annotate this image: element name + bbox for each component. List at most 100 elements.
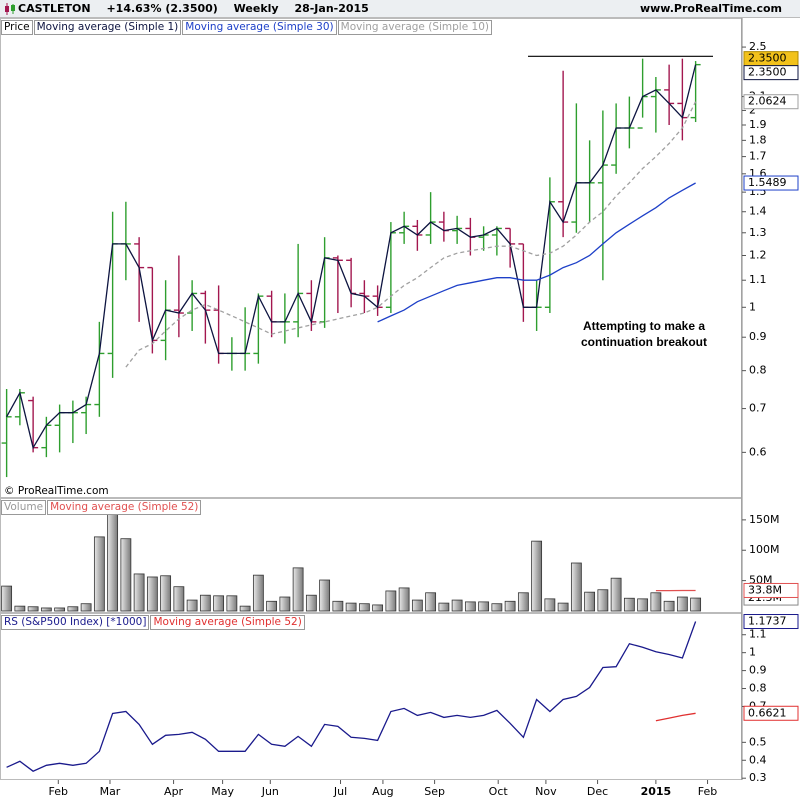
legend-item: Moving average (Simple 52) <box>47 500 202 515</box>
value-label: 2.0624 <box>748 95 787 108</box>
legend-item: Moving average (Simple 10) <box>337 20 492 35</box>
volume-bar <box>464 601 476 612</box>
volume-bar <box>27 606 39 612</box>
volume-bar <box>93 536 105 612</box>
y-tick-label: 0.3 <box>749 771 767 784</box>
value-label: 2.3500 <box>748 52 787 65</box>
volume-bar <box>40 607 52 612</box>
y-tick-label: 1.4 <box>749 205 767 218</box>
y-tick-label: 2.5 <box>749 40 767 53</box>
rs-legend: RS (S&P500 Index) [*1000] Moving average … <box>1 615 306 630</box>
volume-bar <box>1 585 13 612</box>
rs-panel <box>0 613 742 780</box>
series-line <box>6 621 697 772</box>
legend-item: Volume <box>1 500 47 515</box>
legend-item: Moving average (Simple 52) <box>150 615 305 630</box>
volume-bar <box>332 600 344 612</box>
volume-bar <box>319 579 331 612</box>
y-tick-label: 1.1 <box>749 273 767 286</box>
legend-item: RS (S&P500 Index) [*1000] <box>1 615 150 630</box>
y-tick-label: 0.9 <box>749 664 767 677</box>
volume-bar <box>570 562 582 612</box>
volume-bar <box>305 594 317 612</box>
series-line <box>125 101 697 368</box>
volume-bar <box>292 567 304 612</box>
volume-bar <box>199 594 211 612</box>
volume-bar <box>146 576 158 612</box>
y-tick-label: 1.1 <box>749 628 767 641</box>
volume-bar <box>160 575 172 612</box>
y-tick-label: 0.7 <box>749 402 767 415</box>
x-tick-label: Aug <box>372 785 393 798</box>
legend-item: Moving average (Simple 30) <box>182 20 337 35</box>
x-tick-label: Apr <box>164 785 184 798</box>
value-label: 2.3500 <box>748 66 787 79</box>
volume-bar <box>358 603 370 612</box>
volume-bar <box>623 597 635 612</box>
volume-bar <box>120 538 132 612</box>
x-tick-label: Jun <box>261 785 279 798</box>
series-line <box>655 712 696 722</box>
volume-bar <box>637 598 649 612</box>
value-label: 1.5489 <box>748 176 787 189</box>
volume-bar <box>345 602 357 612</box>
period: Weekly <box>233 2 279 15</box>
volume-bar <box>14 605 26 612</box>
y-tick-label: 0.8 <box>749 364 767 377</box>
volume-bar <box>557 602 569 612</box>
value-box <box>743 175 799 191</box>
annotation: Attempting to make a continuation breako… <box>581 319 707 349</box>
x-tick-label: Nov <box>535 785 557 798</box>
value-box <box>743 582 799 598</box>
y-tick-label: 1 <box>749 646 756 659</box>
y-tick-label: 0.5 <box>749 735 767 748</box>
copyright: © ProRealTime.com <box>4 485 109 497</box>
y-tick-label: 0.6 <box>749 445 767 458</box>
y-tick-label: 0.9 <box>749 330 767 343</box>
y-tick-label: 0.8 <box>749 682 767 695</box>
volume-bar <box>425 592 437 612</box>
legend-item: Moving average (Simple 1) <box>33 20 182 35</box>
volume-bar <box>663 600 675 612</box>
volume-bar <box>385 590 397 612</box>
x-tick-label: Sep <box>424 785 445 798</box>
volume-bar <box>478 601 490 612</box>
candle-icon <box>5 3 15 15</box>
series-line <box>377 182 696 323</box>
x-tick-label: Oct <box>489 785 509 798</box>
y-tick-label: 1 <box>749 300 756 313</box>
volume-legend: Volume Moving average (Simple 52) <box>1 500 202 515</box>
value-label: 1.1737 <box>748 615 787 628</box>
volume-bar <box>107 511 119 612</box>
y-tick-label: 1.7 <box>749 150 767 163</box>
value-box <box>743 94 799 110</box>
volume-bar <box>597 589 609 612</box>
y-tick-label: 1.2 <box>749 249 767 262</box>
volume-bar <box>372 604 384 612</box>
x-tick-label: Jul <box>333 785 347 798</box>
volume-bar <box>650 592 662 612</box>
value-box <box>743 65 799 81</box>
x-tick-label: Mar <box>100 785 121 798</box>
change: +14.63% (2.3500) <box>106 2 218 15</box>
legend-item: Price <box>1 20 33 35</box>
value-box <box>743 705 799 721</box>
volume-bar <box>610 577 622 612</box>
volume-bar <box>133 573 145 612</box>
date: 28-Jan-2015 <box>294 2 369 15</box>
value-box <box>743 614 799 630</box>
x-tick-label: May <box>211 785 234 798</box>
y-tick-label: 0.4 <box>749 753 767 766</box>
volume-bar <box>226 595 238 612</box>
volume-bar <box>266 600 278 612</box>
volume-bar <box>584 591 596 612</box>
volume-bar <box>544 598 556 612</box>
value-label: 33.8M <box>748 583 782 596</box>
y-tick-label: 150M <box>749 513 780 526</box>
volume-bar <box>67 606 79 612</box>
value-label: 0.6621 <box>748 706 787 719</box>
price-panel <box>0 18 742 498</box>
volume-bar <box>54 607 66 612</box>
